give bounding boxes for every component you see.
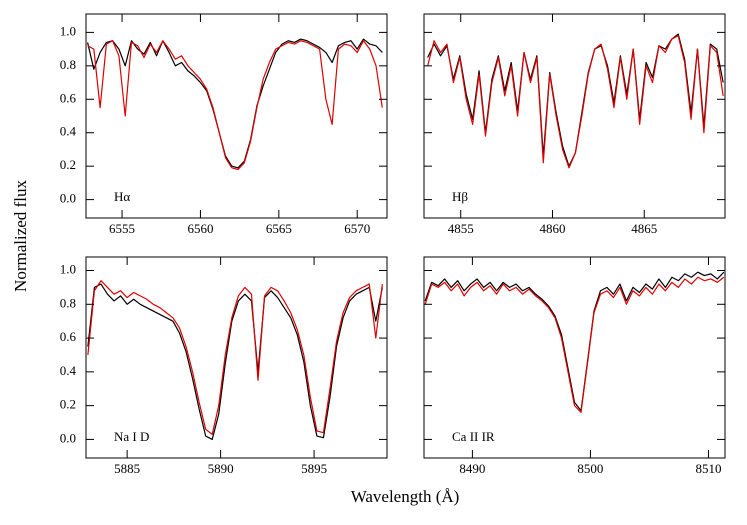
plot-area <box>87 280 383 441</box>
x-tick-label: 6555 <box>109 221 135 236</box>
spectrum-line <box>427 35 724 169</box>
frame <box>85 256 388 459</box>
y-tick-label: 0.0 <box>60 191 76 206</box>
x-tick-label: 5890 <box>208 461 234 476</box>
plot-area <box>86 38 383 171</box>
spectrum-line <box>86 38 383 169</box>
frame <box>423 13 726 219</box>
panel-label: Ca II IR <box>452 429 495 444</box>
y-tick-label: 0.6 <box>60 90 77 105</box>
panel-label: Hα <box>114 189 130 204</box>
y-tick-label: 0.4 <box>60 363 77 378</box>
x-tick-label: 8510 <box>695 461 721 476</box>
plot-area <box>427 33 724 169</box>
spectrum-line <box>87 283 383 441</box>
x-tick-label: 4865 <box>631 221 657 236</box>
x-tick-label: 5885 <box>114 461 140 476</box>
y-tick-label: 0.8 <box>60 295 76 310</box>
x-tick-label: 6560 <box>187 221 213 236</box>
panel: 5885 5890 5895 0.0 0.2 0.4 0.6 0.8 1.0 Na I D <box>60 256 388 476</box>
y-axis-label: Normalized flux <box>11 180 30 292</box>
y-tick-label: 1.0 <box>60 23 76 38</box>
frame <box>85 13 388 219</box>
x-axis-label: Wavelength (Å) <box>351 487 460 506</box>
y-tick-label: 0.6 <box>60 329 77 344</box>
spectrum-line <box>87 40 383 171</box>
y-tick-label: 0.8 <box>60 57 76 72</box>
y-tick-label: 0.0 <box>60 430 76 445</box>
panel-label: Na I D <box>114 429 149 444</box>
x-tick-label: 8500 <box>577 461 603 476</box>
spectrum-line <box>87 280 383 435</box>
spectrum-line <box>424 276 725 413</box>
x-tick-label: 8490 <box>459 461 485 476</box>
x-tick-label: 4860 <box>539 221 565 236</box>
panel-label: Hβ <box>452 189 468 204</box>
spectrum-line <box>424 271 725 412</box>
y-tick-label: 0.2 <box>60 397 76 412</box>
plot-area <box>424 271 725 413</box>
panel: 8490 8500 8510 Ca II IR <box>423 256 726 476</box>
x-tick-label: 4855 <box>448 221 474 236</box>
y-tick-label: 0.2 <box>60 157 76 172</box>
frame <box>423 256 726 459</box>
y-tick-label: 1.0 <box>60 261 76 276</box>
panel: 4855 4860 4865 Hβ <box>423 13 726 236</box>
x-tick-label: 6565 <box>266 221 292 236</box>
x-tick-label: 6570 <box>344 221 370 236</box>
x-tick-label: 5895 <box>301 461 327 476</box>
panel: 6555 6560 6565 6570 0.0 0.2 0.4 0.6 0.8 1.0 Hα <box>60 13 388 236</box>
spectrum-line <box>427 33 724 167</box>
y-tick-label: 0.4 <box>60 124 77 139</box>
